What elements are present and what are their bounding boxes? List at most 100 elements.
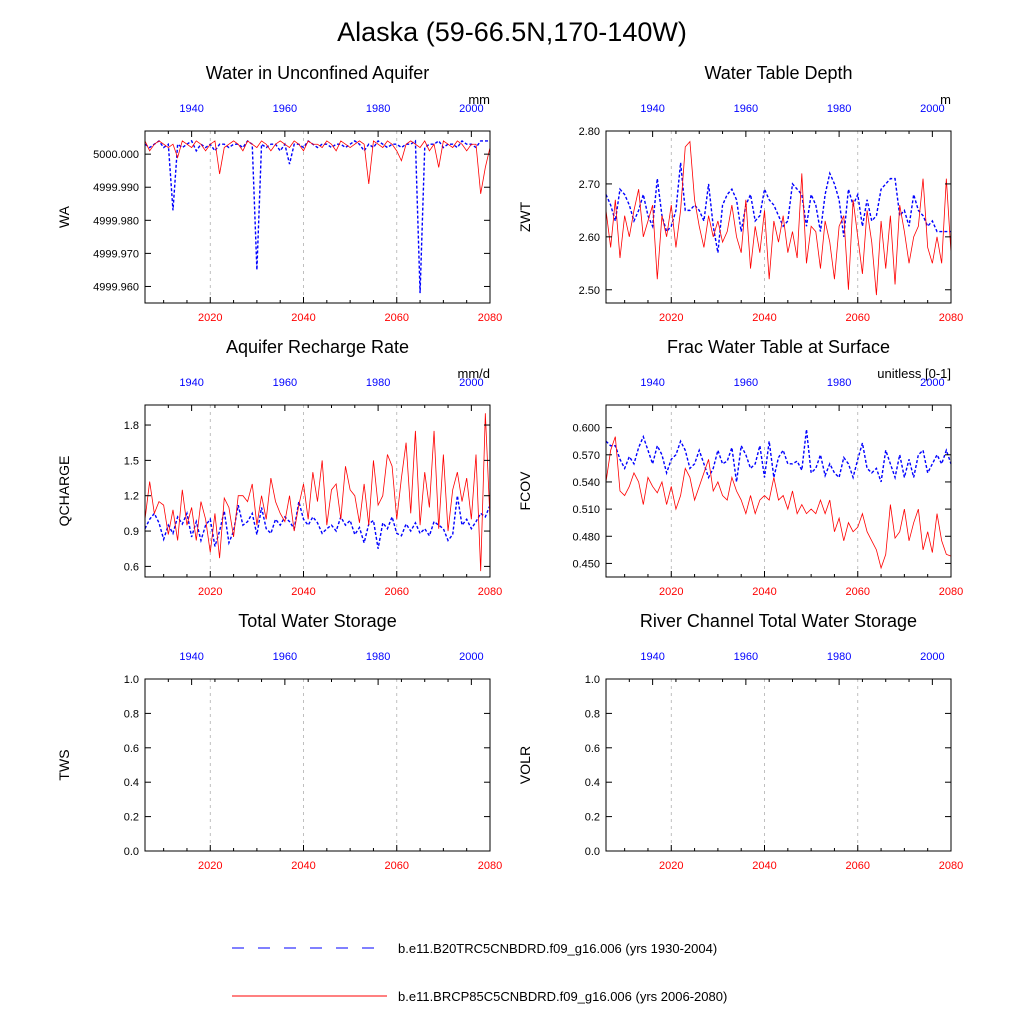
panel-tws: Total Water Storage TWS 0.0 0.2 0.4 0.6 0.8 1.0… — [56, 611, 502, 872]
units-label: unitless [0-1] — [877, 366, 951, 381]
x-tick-label-top: 1980 — [827, 103, 851, 115]
y-axis-label: TWS — [56, 749, 72, 780]
y-tick-label: 0.2 — [124, 812, 139, 824]
y-tick-label: 0.4 — [585, 777, 600, 789]
y-tick-label: 2.60 — [579, 232, 600, 244]
y-tick-label: 0.0 — [585, 846, 600, 858]
x-tick-label-top: 1940 — [179, 377, 203, 389]
y-tick-label: 0.2 — [585, 812, 600, 824]
x-tick-label-top: 2000 — [920, 377, 944, 389]
x-tick-label-top: 1960 — [273, 651, 297, 663]
x-tick-label-top: 1980 — [827, 377, 851, 389]
plot-frame — [144, 678, 491, 852]
x-tick-label-bottom: 2040 — [752, 860, 776, 872]
x-tick-label-bottom: 2040 — [291, 312, 315, 324]
x-tick-label-top: 1980 — [366, 377, 390, 389]
y-tick-label: 4999.990 — [93, 182, 139, 194]
plot-frame — [605, 130, 952, 304]
y-tick-label: 4999.970 — [93, 248, 139, 260]
y-tick-label: 2.80 — [579, 126, 600, 138]
legend-label-future: b.e11.BRCP85C5CNBDRD.f09_g16.006 (yrs 20… — [398, 989, 727, 1004]
y-axis-label: QCHARGE — [56, 456, 72, 527]
x-tick-label-top: 2000 — [459, 103, 483, 115]
y-tick-label: 1.0 — [124, 674, 139, 686]
panel-fcov: Frac Water Table at Surface unitless [0-1… — [517, 337, 963, 598]
figure-title: Alaska (59-66.5N,170-140W) — [337, 17, 687, 47]
x-tick-label-bottom: 2020 — [198, 860, 222, 872]
panel-zwt: Water Table Depth m ZWT 2.50 2.60 2.70 2.80 202… — [517, 63, 963, 324]
panel-volr: River Channel Total Water Storage VOLR 0.0… — [517, 611, 963, 872]
x-tick-label-bottom: 2040 — [752, 586, 776, 598]
legend: b.e11.B20TRC5CNBDRD.f09_g16.006 (yrs 193… — [232, 941, 727, 1004]
y-tick-label: 1.5 — [124, 455, 139, 467]
x-tick-label-bottom: 2080 — [478, 860, 502, 872]
x-tick-label-top: 2000 — [459, 651, 483, 663]
y-tick-label: 4999.960 — [93, 281, 139, 293]
y-tick-label: 5000.000 — [93, 149, 139, 161]
y-tick-label: 0.450 — [572, 558, 600, 570]
x-tick-label-bottom: 2020 — [659, 312, 683, 324]
x-tick-label-top: 1940 — [640, 103, 664, 115]
x-tick-label-bottom: 2080 — [478, 586, 502, 598]
x-tick-label-top: 1960 — [734, 377, 758, 389]
x-tick-label-bottom: 2060 — [846, 860, 870, 872]
plot-frame — [144, 404, 491, 578]
x-tick-label-top: 2000 — [920, 651, 944, 663]
panel-title: Water in Unconfined Aquifer — [206, 63, 429, 83]
y-tick-label: 0.480 — [572, 531, 600, 543]
x-tick-label-bottom: 2080 — [939, 312, 963, 324]
panel-title: Frac Water Table at Surface — [667, 337, 890, 357]
x-tick-label-top: 1980 — [366, 651, 390, 663]
y-tick-label: 0.6 — [124, 743, 139, 755]
y-tick-label: 0.6 — [124, 561, 139, 573]
x-tick-label-top: 1960 — [273, 103, 297, 115]
x-tick-label-top: 1980 — [827, 651, 851, 663]
x-tick-label-bottom: 2040 — [752, 312, 776, 324]
x-tick-label-bottom: 2080 — [478, 312, 502, 324]
x-tick-label-top: 1960 — [273, 377, 297, 389]
panel-title: Total Water Storage — [238, 611, 396, 631]
units-label: mm/d — [458, 366, 491, 381]
y-tick-label: 0.600 — [572, 423, 600, 435]
plot-frame — [605, 404, 952, 578]
series-line-historical — [605, 429, 952, 483]
y-tick-label: 0.570 — [572, 450, 600, 462]
panel-title: River Channel Total Water Storage — [640, 611, 917, 631]
y-axis-label: ZWT — [517, 201, 533, 232]
x-tick-label-bottom: 2060 — [385, 312, 409, 324]
panel-qcharge: Aquifer Recharge Rate mm/d QCHARGE 0.6 0.9 1.… — [56, 337, 502, 598]
units-label: m — [940, 92, 951, 107]
x-tick-label-top: 1960 — [734, 103, 758, 115]
x-tick-label-bottom: 2040 — [291, 860, 315, 872]
y-tick-label: 0.510 — [572, 504, 600, 516]
y-tick-label: 0.8 — [124, 708, 139, 720]
y-tick-label: 2.70 — [579, 179, 600, 191]
x-tick-label-top: 1980 — [366, 103, 390, 115]
x-tick-label-bottom: 2060 — [385, 860, 409, 872]
panel-title: Water Table Depth — [704, 63, 852, 83]
y-axis-label: WA — [56, 205, 72, 228]
y-tick-label: 2.50 — [579, 285, 600, 297]
y-tick-label: 1.2 — [124, 491, 139, 503]
x-tick-label-bottom: 2020 — [659, 586, 683, 598]
series-line-future — [144, 413, 491, 572]
y-tick-label: 0.9 — [124, 526, 139, 538]
x-tick-label-bottom: 2080 — [939, 860, 963, 872]
y-tick-label: 4999.980 — [93, 215, 139, 227]
y-tick-label: 0.0 — [124, 846, 139, 858]
series-line-future — [605, 140, 952, 296]
y-tick-label: 0.6 — [585, 743, 600, 755]
x-tick-label-bottom: 2020 — [198, 312, 222, 324]
plot-frame — [144, 130, 491, 304]
y-tick-label: 0.8 — [585, 708, 600, 720]
plot-frame — [605, 678, 952, 852]
panel-wa: Water in Unconfined Aquifer mm WA 4999.960 4… — [56, 63, 502, 324]
y-axis-label: VOLR — [517, 746, 533, 784]
y-tick-label: 0.4 — [124, 777, 139, 789]
y-axis-label: FCOV — [517, 471, 533, 511]
x-tick-label-bottom: 2020 — [659, 860, 683, 872]
x-tick-label-top: 1940 — [640, 377, 664, 389]
x-tick-label-top: 2000 — [920, 103, 944, 115]
series-line-historical — [144, 495, 491, 549]
